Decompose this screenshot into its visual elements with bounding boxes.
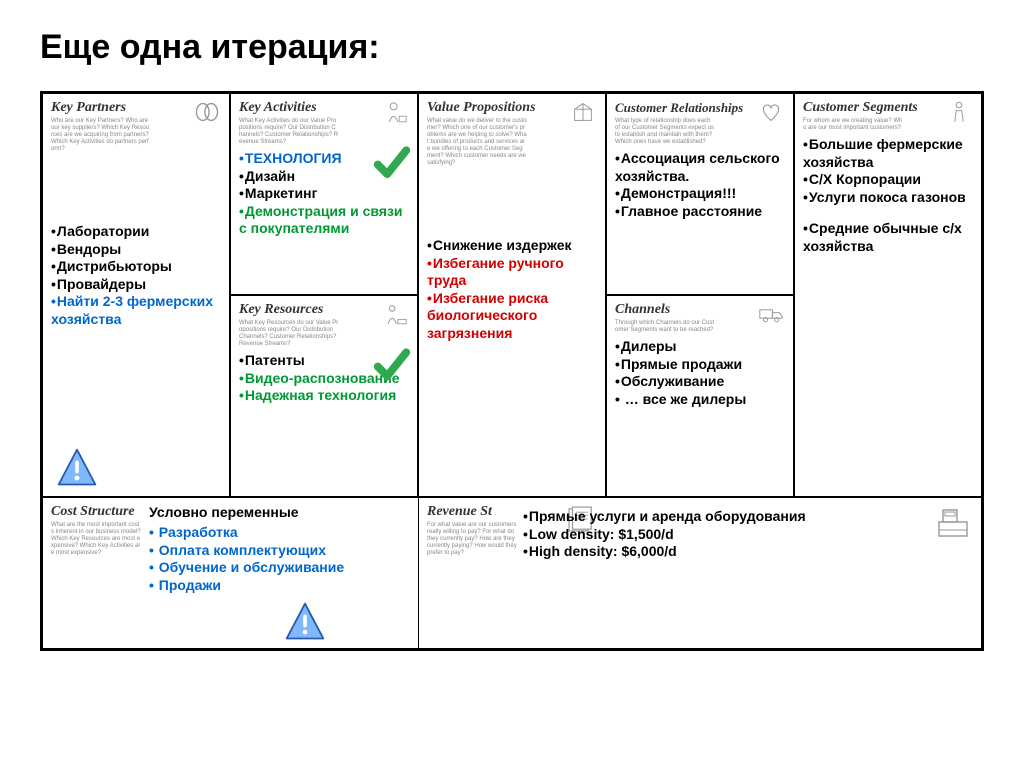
rev-list: Прямые услуги и аренда оборудованияLow d… (523, 508, 927, 561)
cost-sub: What are the most important costs inhere… (51, 522, 141, 557)
list-item: Продажи (149, 577, 410, 595)
cr-sub: What type of relationship does each of o… (615, 118, 715, 146)
list-item: Обучение и обслуживание (149, 559, 410, 577)
ka-sub: What Key Activities do our Value Proposi… (239, 118, 339, 146)
kp-sub: Who are our Key Partners? Who are our ke… (51, 118, 151, 153)
list-item: Надежная технология (239, 387, 409, 405)
page-title: Еще одна итерация: (40, 28, 984, 67)
cost-title: Cost Structure (51, 504, 141, 520)
person-icon (381, 100, 409, 124)
block-value-propositions: Value Propositions What value do we deli… (418, 93, 606, 497)
cashregister-icon (933, 504, 973, 540)
alert-icon (283, 600, 327, 644)
ch-sub: Through which Channels do our Customer S… (615, 320, 715, 334)
block-key-partners: Key Partners Who are our Key Partners? W… (42, 93, 230, 497)
vp-title: Value Propositions (427, 100, 536, 116)
list-item: Главное расстояние (615, 203, 785, 221)
list-item: Оплата комплектующих (149, 542, 410, 560)
cs-title: Customer Segments (803, 100, 918, 116)
list-item: High density: $6,000/d (523, 543, 927, 561)
vp-list: Снижение издержекИзбегание ручного труда… (427, 237, 597, 342)
business-model-canvas: Key Partners Who are our Key Partners? W… (40, 91, 984, 651)
cr-title: Customer Relationships (615, 100, 743, 116)
block-revenue-streams: Revenue St For what value are our custom… (418, 497, 982, 649)
list-item: Обслуживание (615, 373, 785, 391)
list-item: Дилеры (615, 338, 785, 356)
worker-icon (381, 302, 409, 326)
list-item: Найти 2-3 фермерских хозяйства (51, 293, 221, 328)
ch-list: ДилерыПрямые продажиОбслуживание … все ж… (615, 338, 785, 408)
vp-sub: What value do we deliver to the customer… (427, 118, 527, 167)
list-item: Дистрибьюторы (51, 258, 221, 276)
list-item: Услуги покоса газонов (803, 189, 973, 207)
block-channels: Channels Through which Channels do our C… (606, 295, 794, 497)
checkmark-icon (373, 346, 411, 384)
list-item: Лаборатории (51, 223, 221, 241)
block-cost-structure: Cost Structure What are the most importa… (42, 497, 418, 649)
block-customer-relationships: Customer Relationships What type of rela… (606, 93, 794, 295)
list-item: Избегание риска биологического загрязнен… (427, 290, 597, 343)
link-icon (193, 100, 221, 124)
truck-icon (757, 302, 785, 326)
list-item: Снижение издержек (427, 237, 597, 255)
rev-title: Revenue St (427, 504, 517, 520)
block-customer-segments: Customer Segments For whom are we creati… (794, 93, 982, 497)
kr-title: Key Resources (239, 302, 339, 318)
list-item: Средние обычные с/x хозяйства (803, 220, 973, 255)
list-item: Демонстрация!!! (615, 185, 785, 203)
cs-sub: For whom are we creating value? Who are … (803, 118, 903, 132)
cr-list: Ассоциация сельского хозяйства.Демонстра… (615, 150, 785, 220)
list-item: Провайдеры (51, 276, 221, 294)
ch-title: Channels (615, 302, 715, 318)
gift-icon (569, 100, 597, 124)
list-item: Разработка (149, 524, 410, 542)
block-key-resources: Key Resources What Key Resources do our … (230, 295, 418, 497)
rev-sub: For what value are our customers really … (427, 522, 517, 557)
kp-title: Key Partners (51, 100, 151, 116)
list-item: Ассоциация сельского хозяйства. (615, 150, 785, 185)
list-item: Low density: $1,500/d (523, 526, 927, 544)
kr-sub: What Key Resources do our Value Proposit… (239, 320, 339, 348)
heart-icon (757, 100, 785, 124)
kp-list: ЛабораторииВендорыДистрибьюторыПровайдер… (51, 223, 221, 328)
list-item: Маркетинг (239, 185, 409, 203)
list-item: С/Х Корпорации (803, 171, 973, 189)
ka-title: Key Activities (239, 100, 339, 116)
cost-subhead: Условно переменные (149, 504, 410, 520)
list-item: Вендоры (51, 241, 221, 259)
list-item: Демонстрация и связи с покупателями (239, 203, 409, 238)
person-stand-icon (945, 100, 973, 124)
list-item: Прямые продажи (615, 356, 785, 374)
list-item: Прямые услуги и аренда оборудования (523, 508, 927, 526)
cs-list: Большие фермерские хозяйстваС/Х Корпорац… (803, 136, 973, 206)
cost-list: Разработка Оплата комплектующих Обучение… (149, 524, 410, 594)
alert-icon (55, 446, 99, 490)
list-item: Избегание ручного труда (427, 255, 597, 290)
checkmark-icon (373, 144, 411, 182)
list-item: Большие фермерские хозяйства (803, 136, 973, 171)
cs-list-2: Средние обычные с/x хозяйства (803, 220, 973, 255)
list-item: … все же дилеры (615, 391, 785, 409)
block-key-activities: Key Activities What Key Activities do ou… (230, 93, 418, 295)
